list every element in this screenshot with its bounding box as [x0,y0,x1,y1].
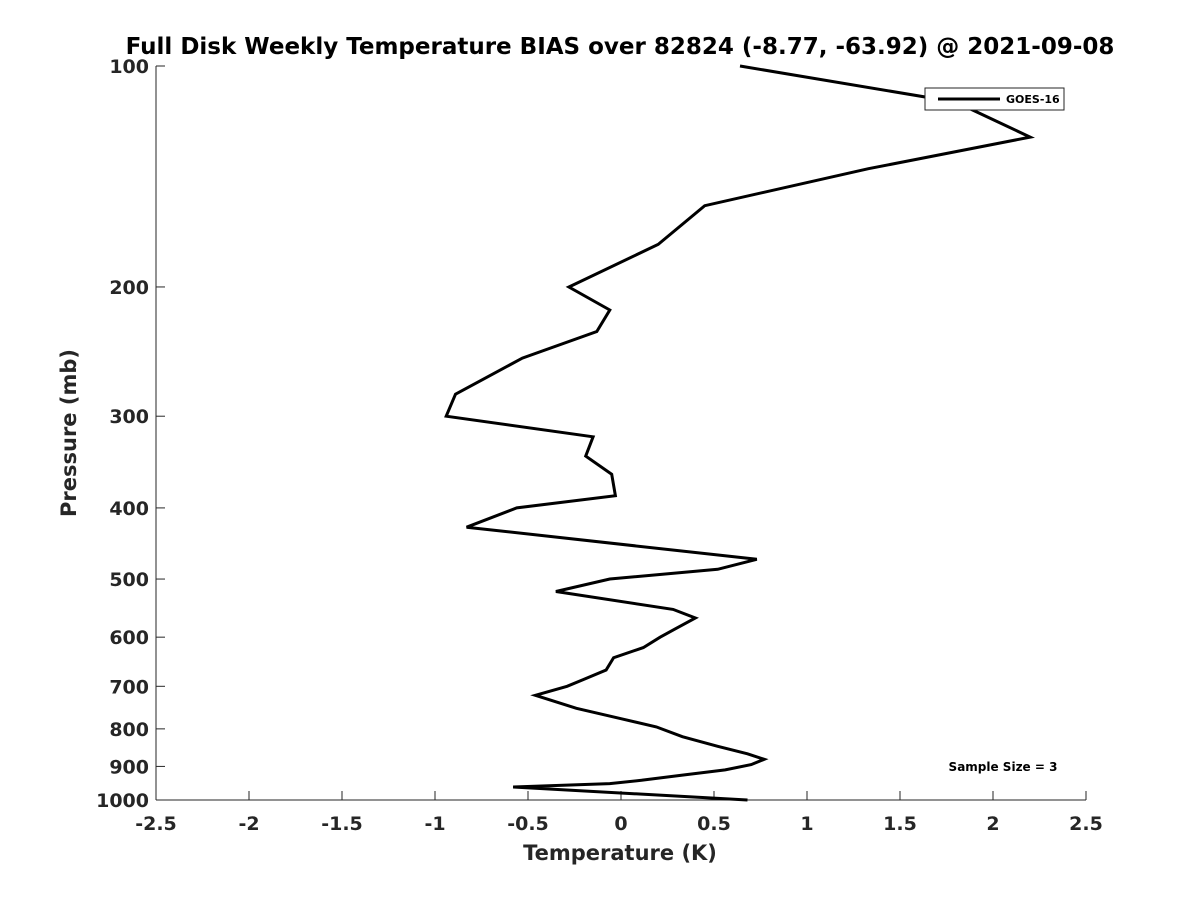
y-tick-label: 1000 [96,790,149,812]
x-axis-label: Temperature (K) [523,841,717,865]
x-tick-label: -2.5 [135,813,177,835]
x-tick-label: -0.5 [507,813,549,835]
series-line-goes-16 [444,64,1035,802]
x-tick-label: -2 [238,813,259,835]
y-tick-label: 800 [109,719,149,741]
y-tick-label: 400 [109,498,149,520]
x-tick-label: 2.5 [1069,813,1103,835]
y-tick-label: 900 [109,756,149,778]
y-tick-label: 700 [109,676,149,698]
y-tick-label: 500 [109,569,149,591]
legend: GOES-16 [924,87,1065,111]
y-tick-label: 300 [109,406,149,428]
x-tick-label: 0 [614,813,627,835]
y-tick-label: 600 [109,627,149,649]
x-tick-label: 1 [800,813,813,835]
x-tick-label: -1.5 [321,813,363,835]
y-ticks: 100 200 300 400 500 600 700 800 900 1000 [96,56,165,812]
x-tick-label: 2 [986,813,999,835]
x-ticks: -2.5 -2 -1.5 -1 -0.5 0 0.5 1 1.5 2 2.5 [135,791,1103,835]
axes [155,66,1086,801]
legend-entry-goes-16: GOES-16 [1006,93,1060,106]
y-tick-label: 200 [109,277,149,299]
y-axis-label: Pressure (mb) [57,349,81,517]
sample-size-annotation: Sample Size = 3 [949,760,1058,774]
x-tick-label: -1 [424,813,445,835]
x-tick-label: 0.5 [697,813,731,835]
x-tick-label: 1.5 [883,813,917,835]
chart-title: Full Disk Weekly Temperature BIAS over 8… [126,34,1115,60]
y-tick-label: 100 [109,56,149,78]
